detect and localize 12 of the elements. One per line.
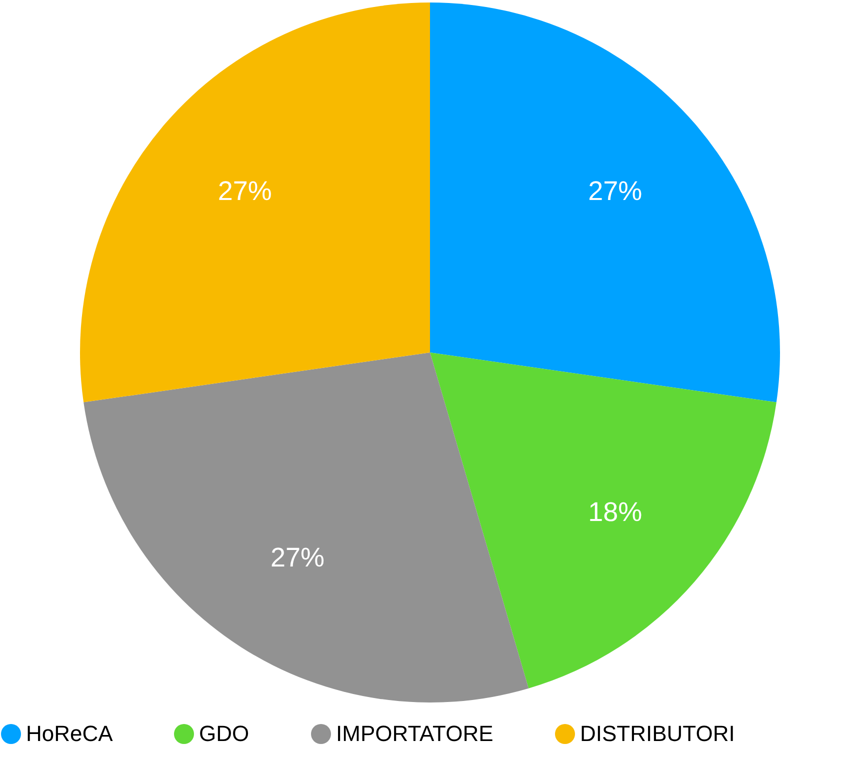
data-label: 27% [270,542,325,573]
pie-slice [80,2,430,402]
legend-label: DISTRIBUTORI [580,721,735,746]
legend-label: GDO [199,721,250,746]
legend-label: HoReCA [26,721,114,746]
pie-slice [84,352,529,702]
data-label: 27% [218,176,272,206]
legend-label: IMPORTATORE [336,721,494,746]
pie-slice [430,2,780,402]
data-label: 18% [588,496,642,527]
pie-slice [430,352,776,688]
data-label: 27% [588,176,642,206]
